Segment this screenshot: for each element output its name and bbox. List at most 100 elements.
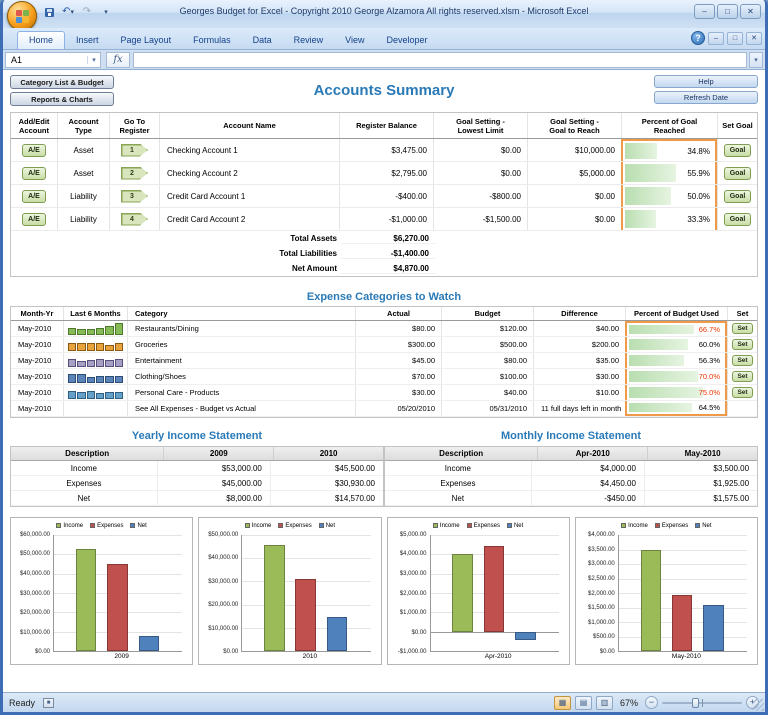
expand-formula-bar-icon[interactable]: ▾ xyxy=(749,51,763,68)
zoom-level[interactable]: 67% xyxy=(619,697,638,708)
page-break-view-icon[interactable]: ▥ xyxy=(595,695,613,710)
help-icon[interactable]: ? xyxy=(691,31,705,45)
chart-bar-expenses xyxy=(107,564,128,651)
tab-page-layout[interactable]: Page Layout xyxy=(120,35,172,45)
tab-developer[interactable]: Developer xyxy=(386,35,428,45)
expense-row: May-2010 Entertainment $45.00 $80.00 $35… xyxy=(11,353,757,369)
macro-record-icon[interactable]: ■ xyxy=(43,697,55,708)
go-to-register-button[interactable]: 4 xyxy=(121,212,148,226)
tab-insert[interactable]: Insert xyxy=(76,35,99,45)
name-box[interactable]: A1 ▾ xyxy=(5,51,101,68)
office-button[interactable] xyxy=(7,1,37,31)
tab-review[interactable]: Review xyxy=(293,35,324,45)
income-value: $45,500.00 xyxy=(269,461,383,475)
goal-lowest-limit: $0.00 xyxy=(433,139,527,161)
expenses-header-row: Month-Yr Last 6 Months Category Actual B… xyxy=(11,307,757,321)
set-goal-button[interactable]: Goal xyxy=(723,212,752,226)
add-edit-account-button[interactable]: A/E xyxy=(22,143,46,157)
yearly-income-table: Description 2009 2010 Income $53,000.00 … xyxy=(10,446,384,507)
set-goal-button[interactable]: Goal xyxy=(723,143,752,157)
zoom-out-icon[interactable]: − xyxy=(645,696,658,709)
zoom-slider-thumb[interactable] xyxy=(692,698,700,708)
account-type: Asset xyxy=(57,139,109,161)
accounts-totals: Total Assets $6,270.00 Total Liabilities… xyxy=(11,231,757,276)
expense-month: May-2010 xyxy=(18,388,52,397)
workbook-minimize-button[interactable]: – xyxy=(708,31,724,45)
close-button[interactable]: ✕ xyxy=(740,4,761,19)
percent-of-budget-cell: 75.0% xyxy=(625,385,727,400)
set-budget-button[interactable]: Set xyxy=(732,371,753,382)
resize-grip-icon[interactable] xyxy=(752,699,764,711)
data-bar xyxy=(629,371,698,382)
add-edit-account-button[interactable]: A/E xyxy=(22,212,46,226)
set-goal-button[interactable]: Goal xyxy=(723,166,752,180)
window-title: Georges Budget for Excel - Copyright 201… xyxy=(179,6,589,16)
chart-x-label: 2009 xyxy=(114,653,129,660)
register-balance: -$1,000.00 xyxy=(339,208,433,230)
go-to-register-button[interactable]: 2 xyxy=(121,166,148,180)
goal-to-reach: $0.00 xyxy=(527,185,621,207)
income-value: $14,570.00 xyxy=(269,491,383,505)
tab-formulas[interactable]: Formulas xyxy=(193,35,231,45)
income-description: Income xyxy=(70,463,97,473)
name-box-dropdown-icon[interactable]: ▾ xyxy=(87,55,100,64)
set-goal-button[interactable]: Goal xyxy=(723,189,752,203)
data-bar xyxy=(625,164,677,182)
percent-of-goal-cell: 50.0% xyxy=(621,185,717,207)
legend-item: Net xyxy=(130,523,147,529)
redo-icon[interactable]: ↷ xyxy=(82,6,92,17)
reports-charts-button[interactable]: Reports & Charts xyxy=(10,92,114,106)
page-layout-view-icon[interactable]: ▤ xyxy=(574,695,592,710)
expense-actual: 05/20/2010 xyxy=(355,401,441,416)
data-bar xyxy=(625,187,671,205)
yearly-header-row: Description 2009 2010 xyxy=(11,447,383,461)
monthly-income-table: Description Apr-2010 May-2010 Income $4,… xyxy=(384,446,758,507)
quick-access-toolbar: ↶ ▾ ↷ ▾ xyxy=(41,5,114,19)
expense-difference: $35.00 xyxy=(533,353,625,368)
set-budget-button[interactable]: Set xyxy=(732,339,753,350)
chart-bar-income xyxy=(75,548,97,651)
percent-of-goal-cell: 33.3% xyxy=(621,208,717,230)
data-bar xyxy=(629,387,703,398)
formula-input[interactable] xyxy=(133,51,747,68)
column-header: Actual xyxy=(355,307,441,320)
section-title-yearly: Yearly Income Statement xyxy=(131,430,263,442)
set-budget-button[interactable]: Set xyxy=(732,355,753,366)
workbook-close-button[interactable]: ✕ xyxy=(746,31,762,45)
column-header: Category xyxy=(127,307,355,320)
workbook-restore-button[interactable]: □ xyxy=(727,31,743,45)
expense-budget: $120.00 xyxy=(441,321,533,336)
chart-2009: Income Expenses Net $60,000.00 $50,000.00 $40… xyxy=(10,517,194,665)
category-list-budget-button[interactable]: Category List & Budget xyxy=(10,75,114,89)
chart-bar-net xyxy=(326,617,348,651)
zoom-slider[interactable] xyxy=(662,696,742,709)
percent-of-goal-value: 55.9% xyxy=(687,168,710,178)
insert-function-button[interactable]: fx xyxy=(106,51,130,68)
tab-home[interactable]: Home xyxy=(17,31,66,49)
set-budget-button[interactable]: Set xyxy=(732,323,753,334)
undo-icon[interactable]: ↶ ▾ xyxy=(62,6,74,17)
worksheet[interactable]: Category List & Budget Reports & Charts … xyxy=(3,70,765,692)
expense-actual: $300.00 xyxy=(355,337,441,352)
total-value: -$1,400.00 xyxy=(341,249,435,259)
add-edit-account-button[interactable]: A/E xyxy=(22,189,46,203)
add-edit-account-button[interactable]: A/E xyxy=(22,166,46,180)
minimize-button[interactable]: – xyxy=(694,4,715,19)
expense-budget: 05/31/2010 xyxy=(441,401,533,416)
formula-bar-row: A1 ▾ fx ▾ xyxy=(3,50,765,70)
expense-category: Groceries xyxy=(127,337,355,352)
totals-row: Total Liabilities -$1,400.00 xyxy=(11,246,757,261)
go-to-register-button[interactable]: 1 xyxy=(121,143,148,157)
legend-item: Income xyxy=(244,523,271,529)
normal-view-icon[interactable]: ▦ xyxy=(553,695,571,710)
maximize-button[interactable]: □ xyxy=(717,4,738,19)
save-icon[interactable] xyxy=(41,5,57,19)
tab-data[interactable]: Data xyxy=(252,35,272,45)
refresh-date-button[interactable]: Refresh Date xyxy=(654,91,758,104)
go-to-register-button[interactable]: 3 xyxy=(121,189,148,203)
tab-view[interactable]: View xyxy=(345,35,365,45)
help-button[interactable]: Help xyxy=(654,75,758,88)
customize-qat-icon[interactable]: ▾ xyxy=(104,9,108,16)
set-budget-button[interactable]: Set xyxy=(732,387,753,398)
section-title-expenses: Expense Categories to Watch xyxy=(306,291,462,303)
